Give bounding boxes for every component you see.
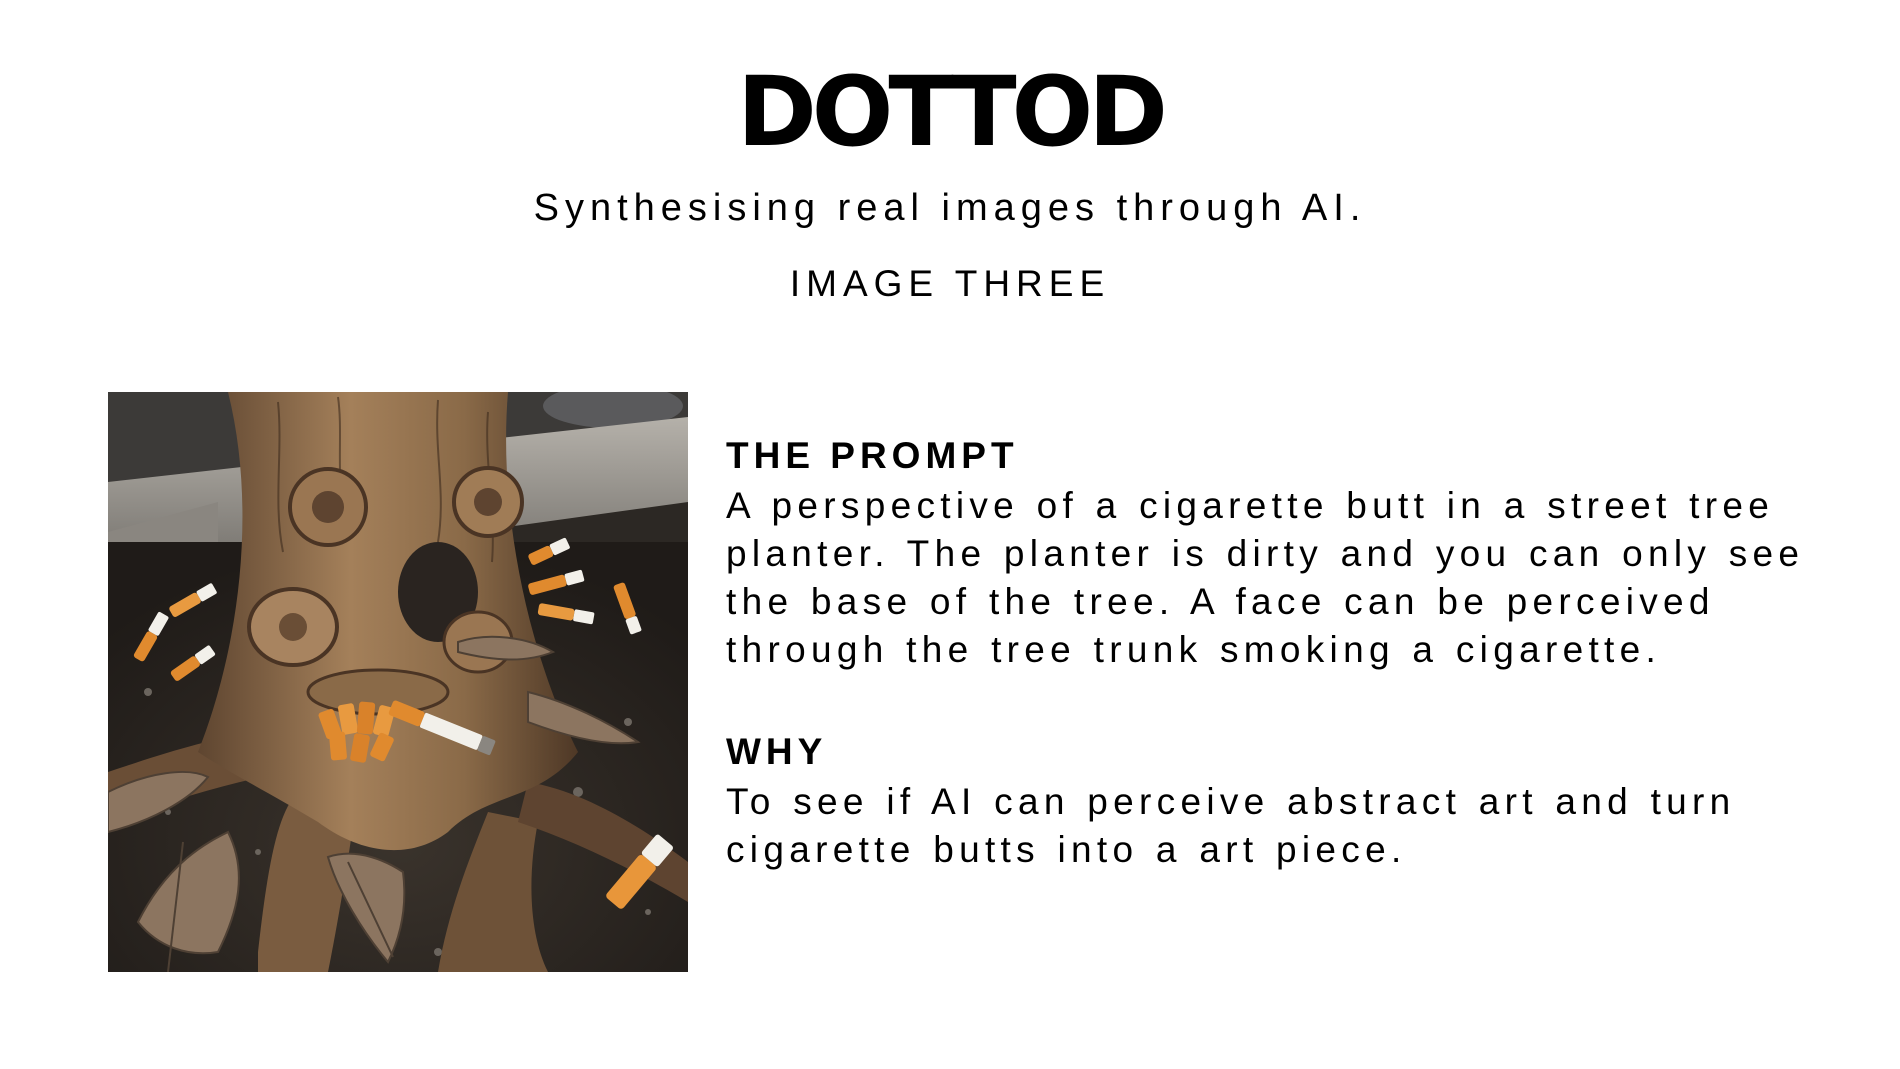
prompt-heading: THE PROMPT [726, 435, 1019, 476]
artwork-image [108, 392, 688, 972]
prompt-section: THE PROMPT A perspective of a cigarette … [726, 434, 1846, 674]
brand-title: DOTTOD [737, 56, 1168, 168]
image-label: IMAGE THREE [789, 263, 1111, 304]
tree-trunk-cigarette-photo-icon [108, 392, 688, 972]
text-block: THE PROMPT A perspective of a cigarette … [726, 434, 1846, 874]
why-heading: WHY [726, 731, 828, 772]
why-body: To see if AI can perceive abstract art a… [726, 781, 1736, 870]
prompt-body: A perspective of a cigarette butt in a s… [726, 485, 1805, 670]
tagline: Synthesising real images through AI. [533, 187, 1367, 229]
why-section: WHY To see if AI can perceive abstract a… [726, 730, 1846, 874]
